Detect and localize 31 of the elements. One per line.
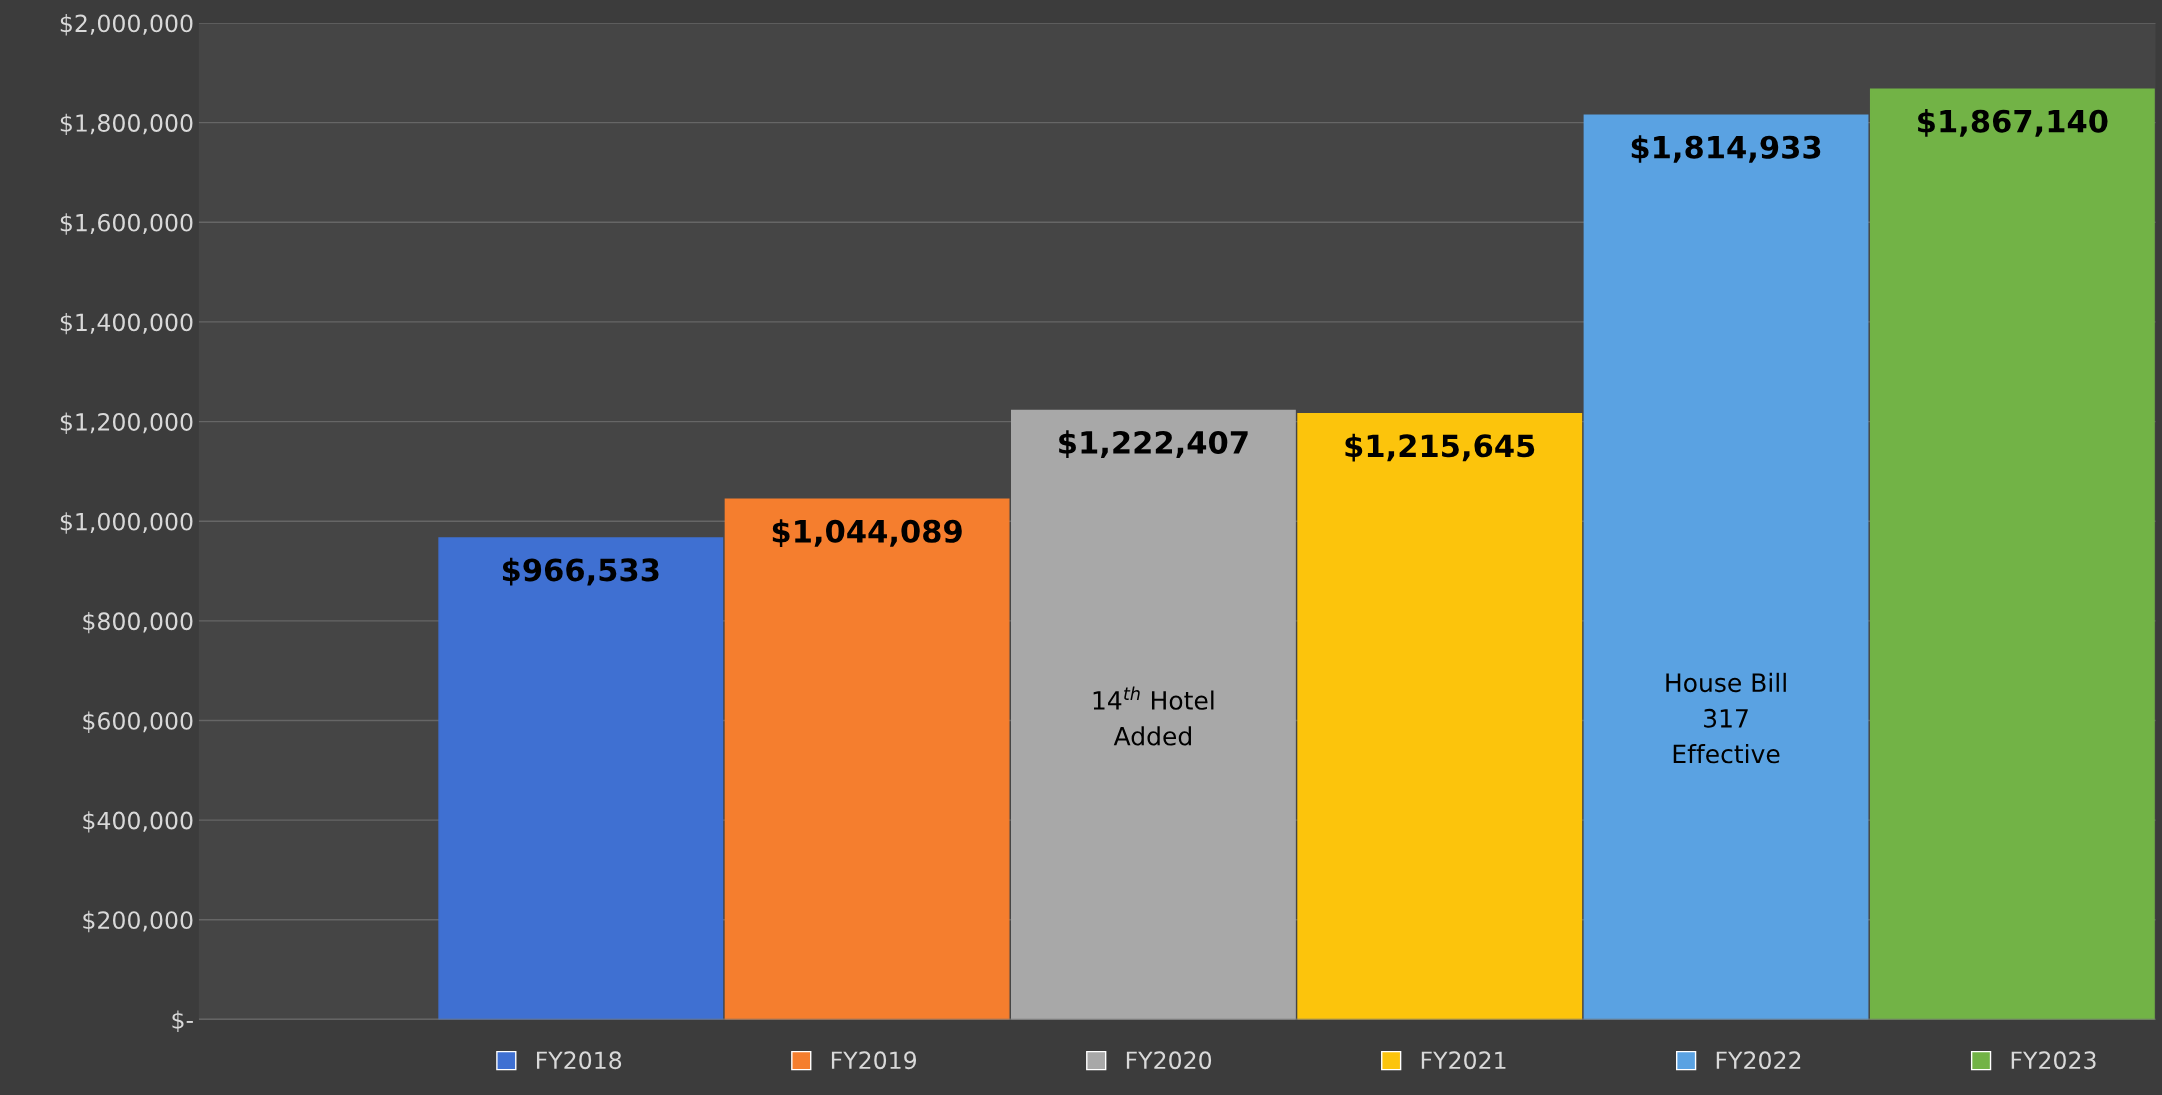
y-tick-label: $1,200,000 bbox=[60, 412, 193, 435]
annotation: House Bill 317 Effective bbox=[1666, 672, 1786, 764]
data-label: $966,533 bbox=[502, 557, 659, 586]
legend-label: FY2018 bbox=[536, 1051, 622, 1070]
y-tick-label: $800,000 bbox=[83, 611, 193, 634]
bar bbox=[1583, 114, 1869, 1020]
bar bbox=[1297, 413, 1583, 1020]
data-label: $1,867,140 bbox=[1918, 109, 2108, 137]
legend-label: FY2021 bbox=[1421, 1051, 1506, 1070]
legend-label: FY2022 bbox=[1716, 1051, 1801, 1070]
bar bbox=[438, 537, 724, 1020]
legend-label: FY2019 bbox=[831, 1051, 917, 1070]
y-tick-label: $400,000 bbox=[83, 811, 193, 833]
y-tick-label: $200,000 bbox=[83, 910, 193, 933]
y-tick-label: $1,600,000 bbox=[60, 213, 193, 235]
legend-label: FY2020 bbox=[1126, 1051, 1212, 1070]
y-tick-label: $600,000 bbox=[83, 711, 193, 733]
data-label: $1,044,089 bbox=[772, 519, 962, 547]
y-tick-label: $1,400,000 bbox=[60, 312, 193, 335]
bar bbox=[1869, 88, 2155, 1020]
data-label: $1,814,933 bbox=[1631, 135, 1821, 163]
y-tick-label: $1,000,000 bbox=[60, 512, 193, 534]
annotation: 14$^{th}$ Hotel Added bbox=[1093, 686, 1214, 746]
data-label: $1,215,645 bbox=[1345, 433, 1535, 462]
bar bbox=[1010, 409, 1296, 1020]
bar bbox=[724, 498, 1010, 1020]
y-tick-label: $- bbox=[172, 1010, 193, 1032]
data-label: $1,222,407 bbox=[1059, 430, 1248, 459]
y-tick-label: $2,000,000 bbox=[60, 14, 193, 36]
legend-label: FY2023 bbox=[2011, 1051, 2096, 1070]
y-tick-label: $1,800,000 bbox=[60, 113, 193, 136]
